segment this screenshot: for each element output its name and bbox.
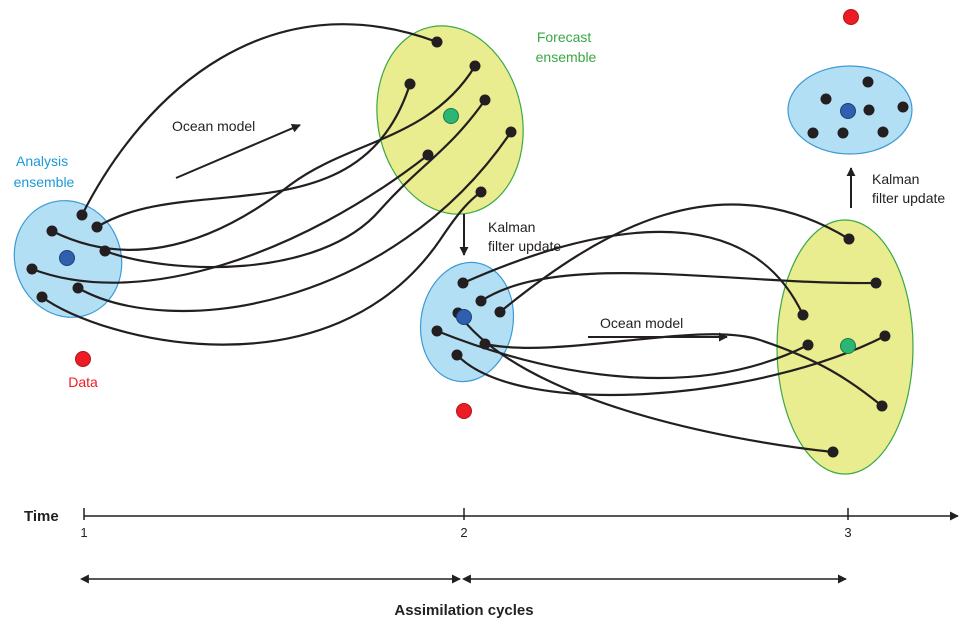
ensemble-member bbox=[422, 149, 434, 161]
analysis-ensemble-label: Analysis ensemble bbox=[14, 153, 75, 190]
data-label: Data bbox=[68, 374, 98, 390]
ensemble-mean-analysis bbox=[456, 309, 472, 325]
ensemble-members bbox=[26, 36, 909, 458]
ensemble-member bbox=[820, 93, 832, 105]
time-axis-label: Time bbox=[24, 508, 59, 525]
ensemble-member bbox=[475, 295, 487, 307]
kalman-update-label: Kalman filter update bbox=[872, 171, 945, 206]
time-tick-label: 2 bbox=[460, 525, 467, 540]
ensemble-mean-forecast bbox=[443, 108, 459, 124]
ensemble-member bbox=[837, 127, 849, 139]
ensemble-member bbox=[26, 263, 38, 275]
trajectory bbox=[51, 65, 476, 251]
ensemble-member bbox=[870, 277, 882, 289]
data-point bbox=[456, 403, 472, 419]
time-tick-label: 3 bbox=[844, 525, 851, 540]
ensemble-member bbox=[479, 338, 491, 350]
trajectory bbox=[480, 272, 877, 302]
ensemble-member bbox=[46, 225, 58, 237]
trajectory bbox=[31, 154, 429, 284]
trajectory bbox=[41, 191, 482, 346]
ensemble-member bbox=[404, 78, 416, 90]
ensemble-member bbox=[475, 186, 487, 198]
ensemble-member bbox=[802, 339, 814, 351]
trajectories-cycle-2 bbox=[436, 203, 886, 454]
trajectory bbox=[456, 335, 886, 397]
trajectory bbox=[484, 333, 883, 407]
trajectory bbox=[462, 230, 804, 316]
ensemble-member bbox=[451, 349, 463, 361]
trajectory bbox=[104, 99, 486, 269]
ensemble-member bbox=[431, 36, 443, 48]
ensemble-member bbox=[36, 291, 48, 303]
ensemble-member bbox=[863, 104, 875, 116]
ensemble-member bbox=[457, 277, 469, 289]
ensemble-member bbox=[72, 282, 84, 294]
kalman-update-label: Kalman filter update bbox=[488, 219, 561, 254]
data-point bbox=[75, 351, 91, 367]
ensemble-member bbox=[827, 446, 839, 458]
trajectories-cycle-1 bbox=[31, 23, 512, 346]
ensemble-member bbox=[807, 127, 819, 139]
ensemble-member bbox=[91, 221, 103, 233]
ensemble-member bbox=[843, 233, 855, 245]
ensemble-member bbox=[76, 209, 88, 221]
ensemble-member bbox=[431, 325, 443, 337]
ensemble-mean-analysis bbox=[59, 250, 75, 266]
ocean-model-label: Ocean model bbox=[600, 315, 683, 331]
data-point bbox=[843, 9, 859, 25]
forecast-ensemble-label: Forecast ensemble bbox=[536, 29, 597, 65]
ensemble-member bbox=[897, 101, 909, 113]
ensemble-member bbox=[479, 94, 491, 106]
ensemble-member bbox=[505, 126, 517, 138]
ensemble-member bbox=[876, 400, 888, 412]
ensemble-member bbox=[797, 309, 809, 321]
trajectory bbox=[81, 23, 438, 216]
ensemble-member bbox=[494, 306, 506, 318]
ocean-model-label: Ocean model bbox=[172, 118, 255, 134]
ensemble-member bbox=[99, 245, 111, 257]
ensemble-member bbox=[469, 60, 481, 72]
ensemble-member bbox=[877, 126, 889, 138]
trajectory bbox=[96, 83, 412, 228]
trajectory bbox=[77, 131, 512, 313]
ensemble-member bbox=[879, 330, 891, 342]
ocean-model-arrow bbox=[175, 124, 301, 179]
ensemble-mean-forecast bbox=[840, 338, 856, 354]
assimilation-cycles-label: Assimilation cycles bbox=[394, 602, 533, 619]
time-tick-label: 1 bbox=[80, 525, 87, 540]
ensemble-mean-analysis bbox=[840, 103, 856, 119]
ensemble-member bbox=[862, 76, 874, 88]
